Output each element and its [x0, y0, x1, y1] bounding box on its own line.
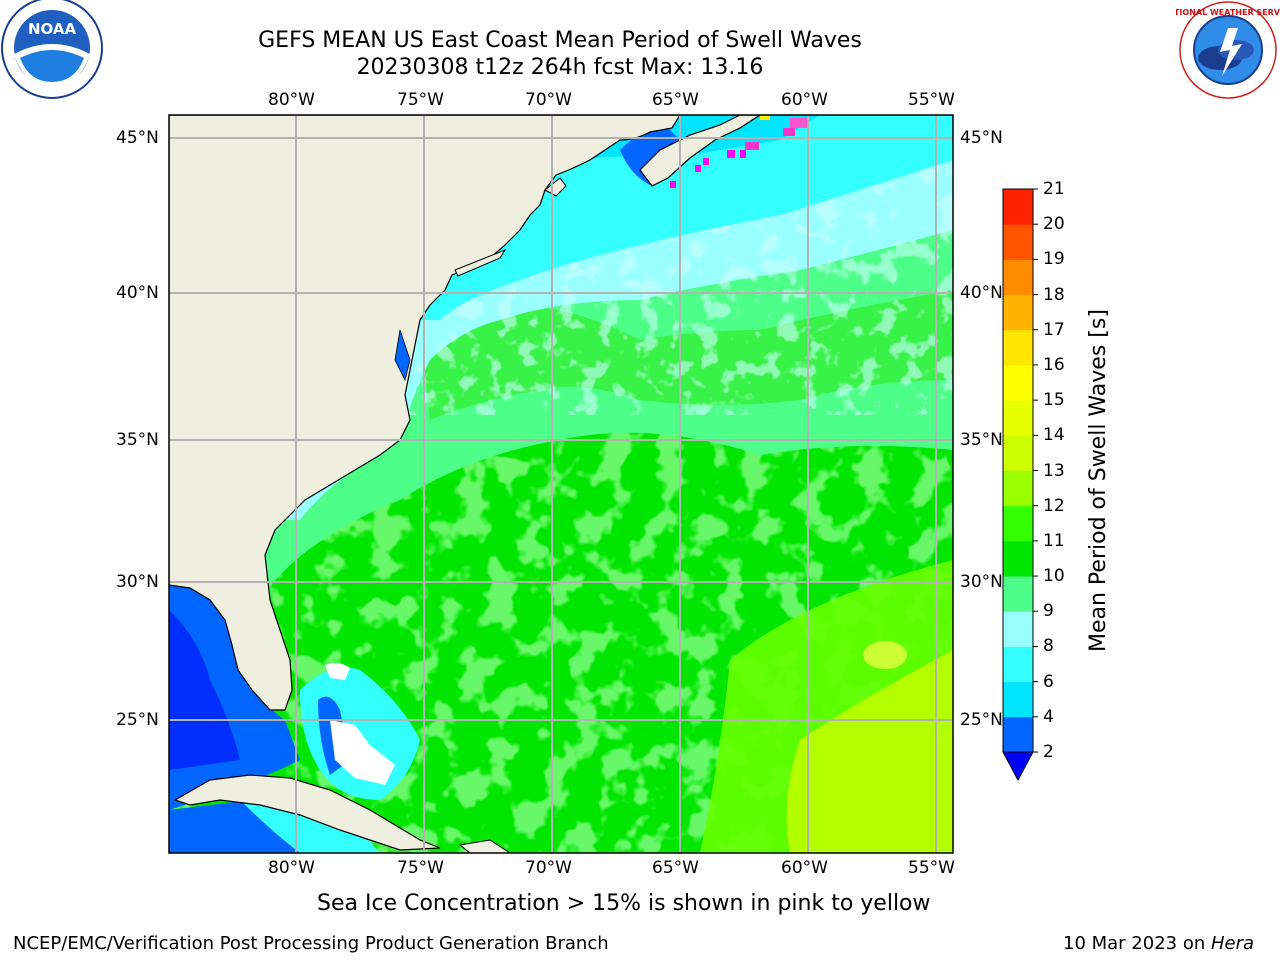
lon-label-top-75w: 75°W: [397, 90, 444, 110]
lat-label-left-30n: 30°N: [116, 572, 159, 592]
colorbar-swatch: [1003, 329, 1033, 366]
sea-ice-pixels: [670, 115, 808, 188]
gulf-of-maine-blue: [620, 125, 680, 185]
nws-logo-text: NATIONAL WEATHER SERVICE: [1176, 8, 1280, 17]
footer-date-text: 10 Mar 2023 on: [1063, 933, 1211, 954]
colorbar-swatch: [1003, 364, 1033, 401]
colorbar-level-label: 19: [1043, 249, 1065, 270]
map-subtitle: 20230308 t12z 264h fcst Max: 13.16: [356, 55, 764, 80]
colorbar-swatch: [1003, 189, 1033, 225]
lon-label-top-60w: 60°W: [781, 90, 828, 110]
nws-logo: NATIONAL WEATHER SERVICE: [1176, 1, 1280, 99]
chesapeake-bay: [394, 329, 411, 382]
lon-label-bottom-70w: 70°W: [525, 858, 572, 878]
colorbar-swatch: [1003, 716, 1033, 753]
colorbar-level-label: 2: [1043, 742, 1054, 762]
colorbar-level-label: 10: [1043, 566, 1065, 587]
colorbar-level-label: 6: [1043, 671, 1054, 692]
colorbar-swatch: [1003, 505, 1033, 542]
colorbar-swatch: [1003, 576, 1033, 612]
colorbar-level-label: 20: [1043, 214, 1065, 235]
lon-label-top-80w: 80°W: [268, 90, 315, 110]
lat-label-right-35n: 35°N: [960, 430, 1003, 450]
bahamas-banks-land: [330, 720, 395, 785]
colorbar-under-triangle: [1002, 751, 1034, 782]
gulf-region-under: [169, 610, 240, 770]
region-period-13-spot: [863, 641, 907, 669]
graticule: [169, 115, 953, 853]
lat-label-right-25n: 25°N: [960, 710, 1003, 730]
lat-label-left-35n: 35°N: [116, 430, 159, 450]
cuba-land: [173, 774, 441, 851]
colorbar-swatch: [1003, 224, 1033, 260]
sea-ice-caption: Sea Ice Concentration > 15% is shown in …: [317, 891, 931, 916]
colorbar-level-label: 14: [1043, 425, 1065, 446]
colorbar-swatch: [1003, 646, 1033, 683]
map-title: GEFS MEAN US East Coast Mean Period of S…: [258, 28, 862, 53]
colorbar-level-label: 18: [1043, 284, 1065, 305]
colorbar-level-label: 16: [1043, 354, 1065, 375]
footer-branch: NCEP/EMC/Verification Post Processing Pr…: [13, 933, 609, 954]
noaa-logo: NOAA: [1, 0, 103, 99]
colorbar-level-label: 17: [1043, 319, 1065, 340]
colorbar-level-label: 4: [1043, 706, 1054, 727]
colorbar-swatch: [1003, 294, 1033, 331]
lon-label-bottom-60w: 60°W: [781, 858, 828, 878]
long-island-land: [454, 248, 507, 277]
region-period-13: [786, 650, 953, 853]
lat-label-left-25n: 25°N: [116, 710, 159, 730]
noaa-logo-text: NOAA: [28, 20, 77, 38]
colorbar-level-label: 9: [1043, 601, 1054, 622]
lon-label-top-65w: 65°W: [652, 90, 699, 110]
colorbar-level-label: 13: [1043, 460, 1065, 481]
colorbar-level-label: 12: [1043, 495, 1065, 516]
colorbar-swatch: [1003, 611, 1033, 647]
footer-machine: Hera: [1210, 933, 1255, 954]
hispaniola-land: [458, 839, 511, 853]
colorbar-swatch: [1003, 681, 1033, 718]
colorbar-swatch: [1003, 400, 1033, 436]
colorbar-swatch: [1003, 540, 1033, 577]
lon-label-bottom-55w: 55°W: [908, 858, 955, 878]
lon-label-top-70w: 70°W: [525, 90, 572, 110]
footer-date: 10 Mar 2023 on Hera: [1063, 933, 1254, 954]
caribbean-cyan: [240, 796, 380, 853]
colorbar-swatch: [1003, 470, 1033, 507]
colorbar-swatch: [1003, 259, 1033, 296]
lon-label-top-55w: 55°W: [908, 90, 955, 110]
colorbar-level-label: 11: [1043, 530, 1065, 551]
lon-label-bottom-80w: 80°W: [268, 858, 315, 878]
lat-label-right-40n: 40°N: [960, 283, 1003, 303]
colorbar-swatch: [1003, 435, 1033, 471]
little-bahama-bank: [325, 663, 350, 680]
lon-label-bottom-75w: 75°W: [397, 858, 444, 878]
colorbar-level-label: 15: [1043, 390, 1065, 411]
lat-label-left-45n: 45°N: [116, 128, 159, 148]
lat-label-right-30n: 30°N: [960, 572, 1003, 592]
colorbar-level-label: 8: [1043, 636, 1054, 657]
lat-label-right-45n: 45°N: [960, 128, 1003, 148]
lon-label-bottom-65w: 65°W: [652, 858, 699, 878]
lat-label-left-40n: 40°N: [116, 283, 159, 303]
colorbar-level-label: 21: [1043, 179, 1065, 199]
map-frame: [168, 114, 954, 854]
colorbar-title: Mean Period of Swell Waves [s]: [1086, 309, 1111, 652]
